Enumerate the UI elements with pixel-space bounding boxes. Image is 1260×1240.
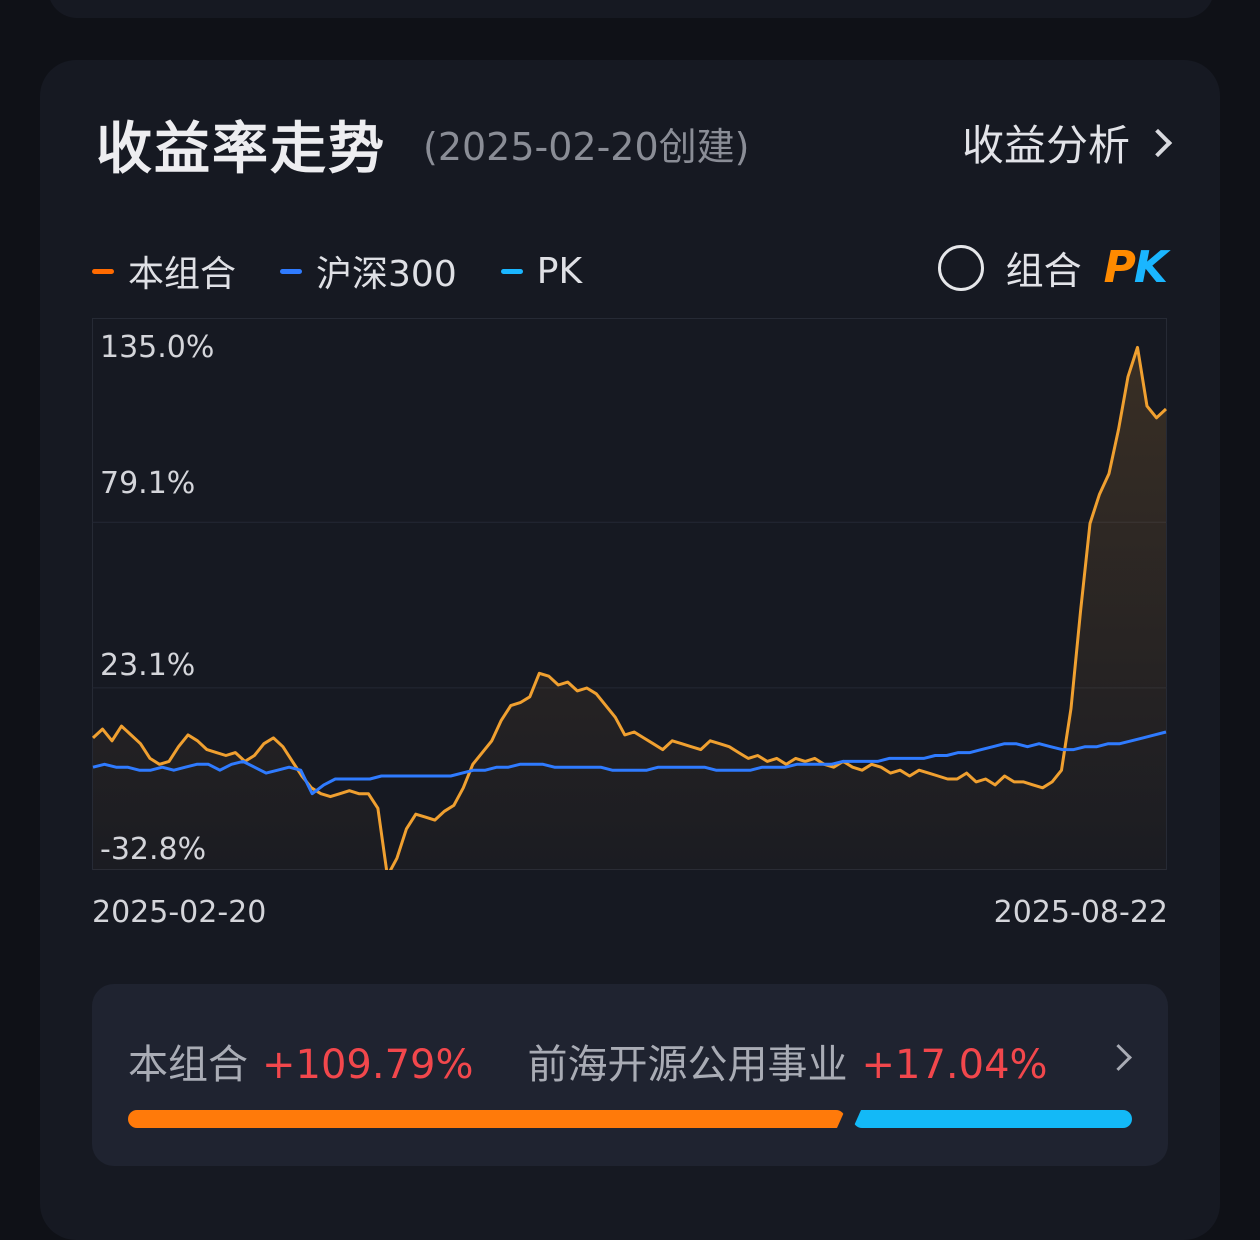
return-chart[interactable]: 135.0% 79.1% 23.1% -32.8%	[91, 318, 1168, 878]
y-tick-label: -32.8%	[100, 832, 207, 867]
legend-pk-dash-icon	[500, 268, 523, 274]
pk-toggle-label: 组合	[1005, 249, 1082, 293]
chevron-right-icon[interactable]	[1105, 1044, 1132, 1071]
csi300-series-line	[92, 730, 1167, 796]
compare-right-value: +17.04%	[861, 1042, 1048, 1088]
x-start-date: 2025-02-20	[92, 895, 267, 930]
pk-logo: PK	[1103, 242, 1168, 293]
pk-logo-k: K	[1133, 242, 1168, 293]
legend-pk-label: PK	[536, 250, 583, 292]
comparison-panel[interactable]: 本组合 +109.79% 前海开源公用事业 +17.04%	[92, 984, 1168, 1166]
portfolio-pk-toggle[interactable]: 组合 PK	[937, 240, 1168, 295]
creation-date: (2025-02-20创建)	[423, 125, 750, 169]
legend-item-portfolio: 本组合	[92, 245, 236, 297]
legend-item-csi300: 沪深300	[280, 245, 457, 297]
chart-fill	[93, 347, 1166, 876]
legend-portfolio-dash-icon	[92, 268, 114, 274]
legend-csi300-label: 沪深300	[316, 254, 457, 295]
portfolio-share-bar	[128, 1110, 845, 1128]
y-tick-label: 79.1%	[100, 466, 196, 501]
return-analysis-label: 收益分析	[961, 121, 1130, 170]
portfolio-area-fill	[93, 347, 1166, 876]
chart-legend: 本组合 沪深300 PK	[92, 245, 582, 297]
comparison-row: 本组合 +109.79% 前海开源公用事业 +17.04%	[128, 1032, 1048, 1090]
chart-lines	[91, 345, 1168, 878]
compare-left-value: +109.79%	[262, 1042, 474, 1088]
return-trend-card: 收益率走势 (2025-02-20创建) 收益分析 本组合 沪深300 PK 组…	[40, 60, 1220, 1240]
legend-csi300-dash-icon	[280, 268, 303, 274]
radio-circle-icon[interactable]	[937, 244, 984, 291]
compare-left-label: 本组合	[128, 1042, 248, 1088]
y-tick-label: 135.0%	[100, 330, 215, 365]
page-title: 收益率走势	[96, 117, 386, 182]
legend-item-pk: PK	[500, 250, 583, 292]
benchmark-share-bar	[853, 1110, 1132, 1128]
compare-right-label: 前海开源公用事业	[527, 1042, 848, 1088]
legend-portfolio-label: 本组合	[128, 254, 237, 295]
previous-card	[48, 0, 1214, 18]
y-tick-label: 23.1%	[100, 648, 196, 683]
return-analysis-link[interactable]: 收益分析	[961, 112, 1173, 173]
pk-logo-p: P	[1103, 242, 1136, 293]
return-chart-svg	[91, 318, 1168, 878]
portfolio-series-line	[91, 345, 1168, 878]
x-end-date: 2025-08-22	[993, 895, 1168, 930]
chevron-right-icon	[1143, 128, 1173, 157]
